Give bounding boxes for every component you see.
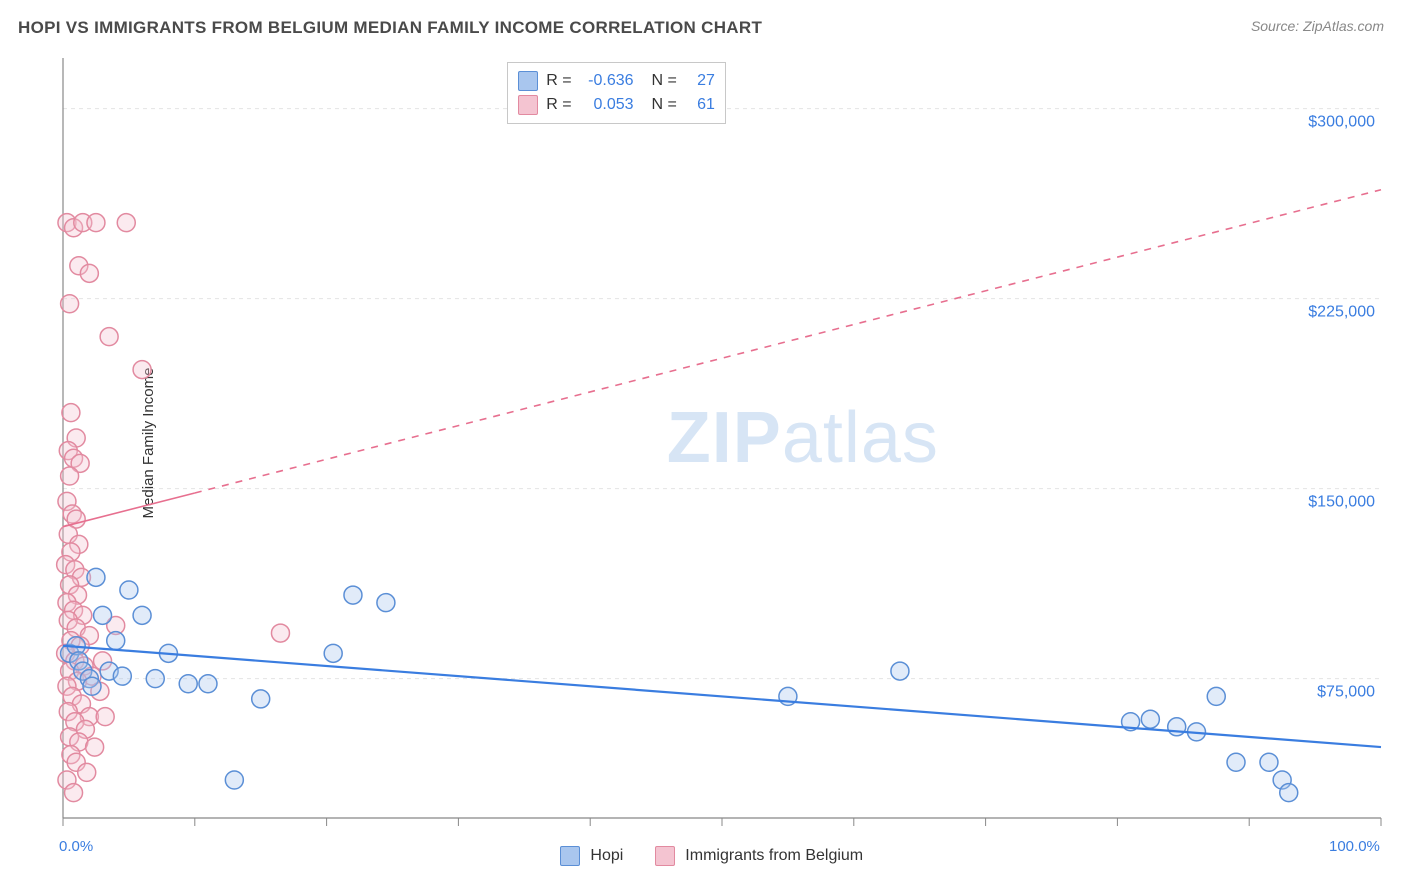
legend-series-label: Hopi [590,847,623,865]
chart-area: Median Family Income $75,000$150,000$225… [55,58,1385,828]
stat-n-label: N = [652,72,677,90]
svg-text:$75,000: $75,000 [1317,684,1375,701]
scatter-chart-svg: $75,000 $150,000 $225,000 $300,000 [55,58,1385,868]
x-axis-min-label: 0.0% [59,838,93,855]
stat-r-value: -0.636 [580,72,634,90]
series-legend: Hopi Immigrants from Belgium [560,846,885,866]
legend-series-label: Immigrants from Belgium [685,847,863,865]
correlation-stats-legend: R = -0.636 N = 27 R = 0.053 N = 61 [507,62,726,124]
legend-swatch [560,846,580,866]
source-attribution: Source: ZipAtlas.com [1251,18,1384,34]
stat-r-value: 0.053 [580,96,634,114]
svg-text:$300,000: $300,000 [1308,114,1375,131]
x-axis-max-label: 100.0% [1329,838,1380,855]
legend-swatch [655,846,675,866]
stat-n-value: 61 [685,96,715,114]
stat-r-label: R = [546,72,571,90]
stat-n-label: N = [652,96,677,114]
stats-legend-row: R = 0.053 N = 61 [518,93,715,117]
svg-text:$150,000: $150,000 [1308,494,1375,511]
svg-text:$225,000: $225,000 [1308,304,1375,321]
stats-legend-row: R = -0.636 N = 27 [518,69,715,93]
legend-swatch [518,71,538,91]
stat-r-label: R = [546,96,571,114]
stat-n-value: 27 [685,72,715,90]
chart-title: HOPI VS IMMIGRANTS FROM BELGIUM MEDIAN F… [18,18,762,38]
legend-swatch [518,95,538,115]
